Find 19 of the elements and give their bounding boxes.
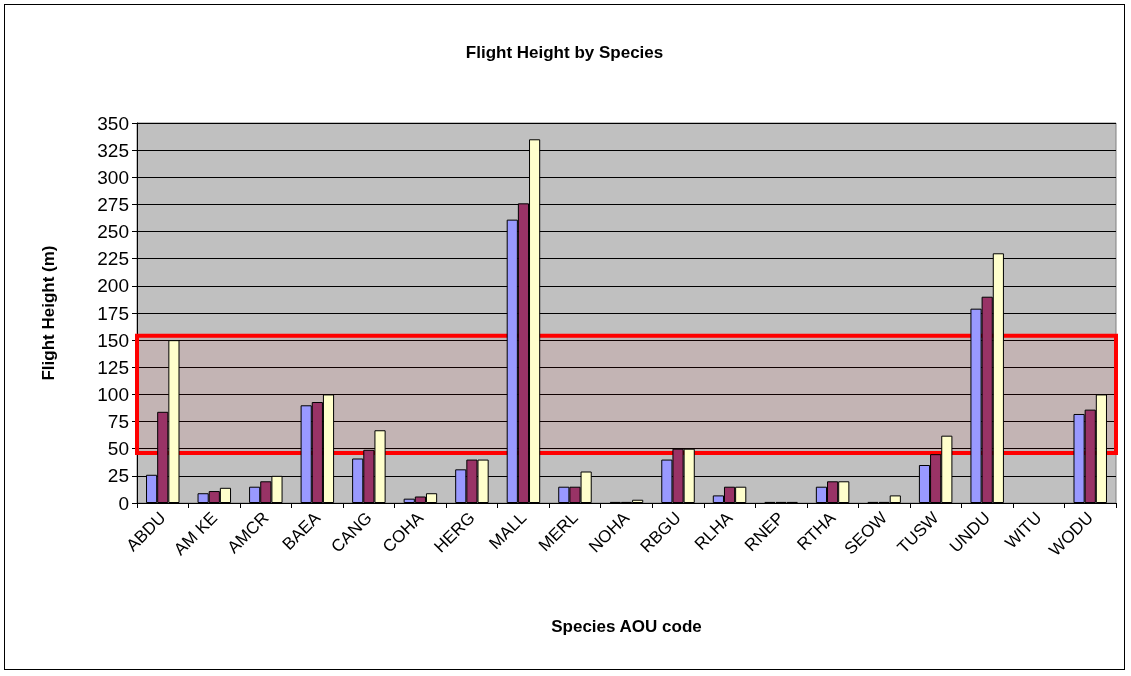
y-tick-label: 0 [118, 492, 129, 514]
y-tick-label: 225 [97, 248, 129, 270]
x-tick-label: AM KE [170, 508, 222, 560]
y-tick-label: 300 [97, 166, 129, 188]
chart-title: Flight Height by Species [465, 43, 664, 62]
y-tick-label: 25 [107, 465, 129, 487]
y-tick-label: 50 [107, 438, 129, 460]
y-tick-label: 75 [107, 411, 129, 433]
y-tick-label: 275 [97, 193, 129, 215]
y-tick-label: 325 [97, 139, 129, 161]
y-tick-label: 125 [97, 356, 129, 378]
y-tick-label: 200 [97, 275, 129, 297]
y-axis-title: Flight Height (m) [39, 245, 58, 381]
y-tick-label: 350 [97, 112, 129, 134]
y-tick-label: 175 [97, 302, 129, 324]
y-tick-label: 250 [97, 221, 129, 243]
y-tick-label: 150 [97, 329, 129, 351]
y-tick-label: 100 [97, 383, 129, 405]
x-axis-title: Species AOU code [551, 617, 702, 636]
